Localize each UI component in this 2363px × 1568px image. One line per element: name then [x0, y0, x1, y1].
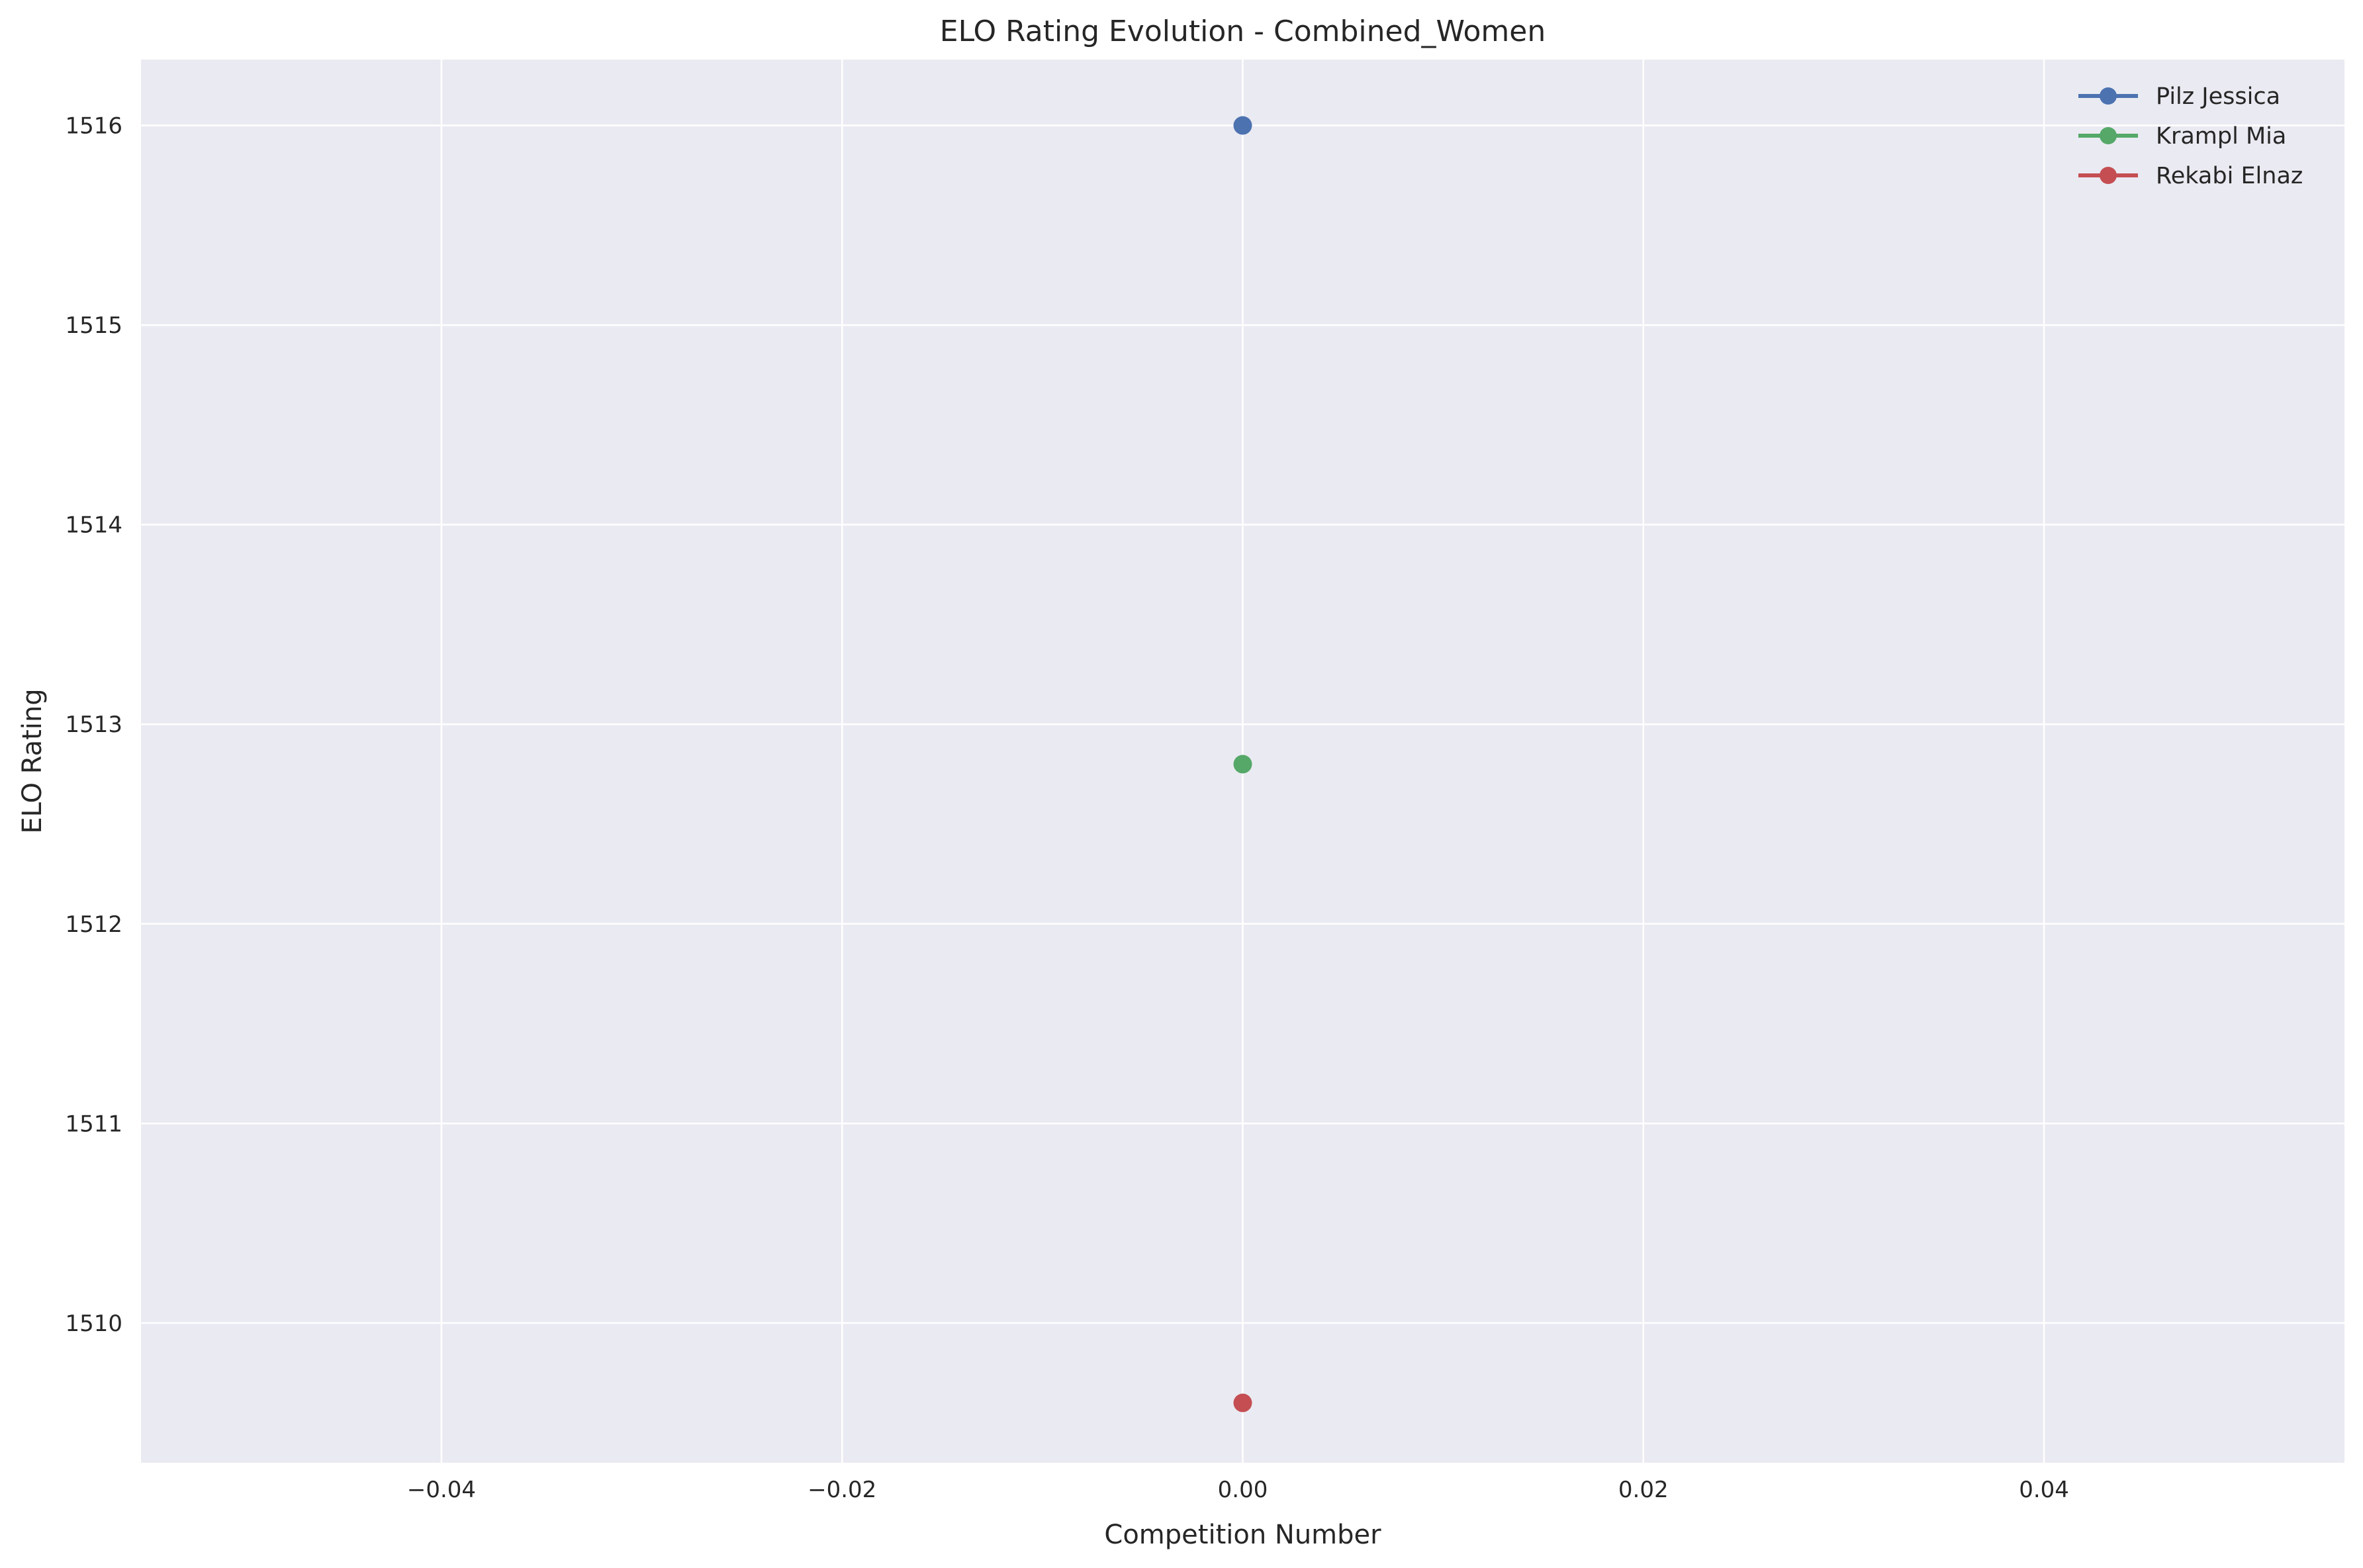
legend-item: Rekabi Elnaz: [2078, 163, 2303, 189]
y-tick-label: 1515: [65, 312, 122, 339]
y-tick-label: 1513: [65, 712, 122, 738]
x-tick-label: 0.02: [1618, 1477, 1669, 1503]
y-axis-ticks: 1510 1511 1512 1513 1514 1515 1516: [65, 113, 122, 1337]
legend-marker: [2100, 167, 2117, 184]
y-tick-label: 1514: [65, 512, 122, 539]
series-2: [1233, 1393, 1252, 1412]
series-0: [1233, 116, 1252, 135]
x-tick-label: 0.00: [1218, 1477, 1268, 1503]
y-tick-label: 1510: [65, 1311, 122, 1337]
legend-label: Rekabi Elnaz: [2156, 163, 2303, 189]
data-point: [1233, 1393, 1252, 1412]
x-axis-ticks: −0.04 −0.02 0.00 0.02 0.04: [407, 1477, 2069, 1503]
x-tick-label: −0.02: [808, 1477, 876, 1503]
legend-marker: [2100, 127, 2117, 144]
legend-label: Pilz Jessica: [2156, 83, 2280, 110]
x-tick-label: −0.04: [407, 1477, 476, 1503]
legend-marker: [2100, 87, 2117, 105]
legend-item: Pilz Jessica: [2078, 83, 2280, 110]
y-tick-label: 1512: [65, 911, 122, 938]
legend: Pilz Jessica Krampl Mia Rekabi Elnaz: [2078, 83, 2303, 189]
data-point: [1233, 755, 1252, 774]
chart-title: ELO Rating Evolution - Combined_Women: [940, 15, 1546, 48]
legend-item: Krampl Mia: [2078, 123, 2286, 150]
series-1: [1233, 755, 1252, 774]
y-tick-label: 1516: [65, 113, 122, 140]
x-tick-label: 0.04: [2019, 1477, 2069, 1503]
x-axis-label: Competition Number: [1104, 1520, 1381, 1550]
legend-label: Krampl Mia: [2156, 123, 2286, 150]
data-point: [1233, 116, 1252, 135]
y-tick-label: 1511: [65, 1111, 122, 1137]
y-axis-label: ELO Rating: [17, 688, 48, 833]
series: [1233, 116, 1252, 1412]
